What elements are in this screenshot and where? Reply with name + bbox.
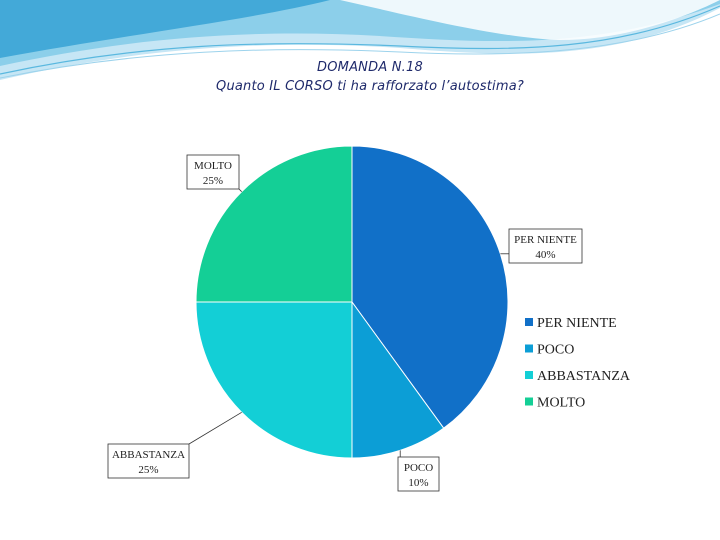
legend: PER NIENTE POCO ABBASTANZA MOLTO	[525, 316, 631, 411]
data-label-abbastanza: ABBASTANZA 25%	[107, 443, 190, 479]
data-label-category: PER NIENTE	[514, 234, 577, 246]
data-label-box	[397, 456, 440, 492]
data-label-box	[107, 443, 190, 479]
data-label-molto: MOLTO 25%	[186, 154, 240, 190]
data-label-value: 25%	[203, 175, 223, 187]
data-label-category: ABBASTANZA	[112, 449, 185, 461]
chart-subtitle: Quanto IL CORSO ti ha rafforzato l’autos…	[216, 79, 524, 94]
legend-label: POCO	[537, 343, 574, 358]
data-labels: PER NIENTE 40% POCO 10% ABBASTANZA 25% MOLTO 25…	[107, 154, 583, 492]
data-label-value: 40%	[535, 249, 555, 261]
legend-item-molto: MOLTO	[525, 396, 585, 411]
leader-line-molto	[238, 188, 242, 192]
legend-label: MOLTO	[537, 396, 585, 411]
legend-swatch	[525, 344, 533, 353]
chart-title: DOMANDA N.18	[317, 60, 423, 75]
data-label-value: 25%	[138, 464, 158, 476]
leader-line-abbastanza	[188, 411, 242, 445]
legend-item-abbastanza: ABBASTANZA	[525, 369, 631, 384]
data-label-poco: POCO 10%	[397, 456, 440, 492]
legend-swatch	[525, 397, 533, 406]
data-label-per-niente: PER NIENTE 40%	[508, 228, 583, 264]
legend-label: ABBASTANZA	[537, 369, 631, 384]
legend-label: PER NIENTE	[537, 316, 617, 331]
data-label-box	[186, 154, 240, 190]
data-label-value: 10%	[408, 477, 428, 489]
pie-slices	[195, 145, 509, 459]
legend-swatch	[525, 371, 533, 379]
legend-item-per-niente: PER NIENTE	[525, 316, 617, 331]
data-label-box	[508, 228, 583, 264]
label-leader-lines	[188, 188, 509, 457]
data-label-category: POCO	[404, 462, 433, 474]
pie-slice-abbastanza	[195, 301, 353, 459]
header-wave-decoration	[0, 0, 720, 80]
data-label-category: MOLTO	[194, 160, 232, 172]
legend-swatch	[525, 318, 533, 326]
legend-item-poco: POCO	[525, 343, 574, 358]
